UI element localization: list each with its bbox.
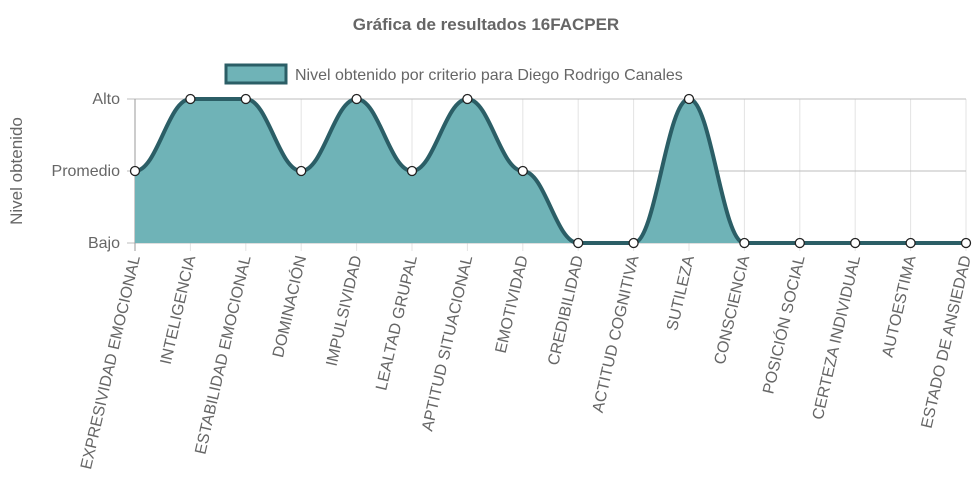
data-point[interactable]: [739, 237, 750, 249]
x-tick-label: ESTABILIDAD EMOCIONAL: [192, 254, 254, 456]
x-tick-label: CREDIBILIDAD: [545, 254, 587, 367]
data-point[interactable]: [185, 93, 196, 105]
x-tick-label: CONSCIENCIA: [712, 254, 754, 366]
chart-title: Gráfica de resultados 16FACPER: [353, 15, 619, 34]
x-tick-label: ESTADO DE ANSIEDAD: [919, 254, 972, 430]
x-tick-label: DOMINACIÓN: [268, 254, 310, 360]
x-tick-label: EMOTIVIDAD: [493, 254, 532, 355]
legend-swatch[interactable]: [224, 63, 288, 85]
x-tick-label: ACTITUD COGNITIVA: [590, 254, 643, 415]
data-point[interactable]: [517, 165, 528, 177]
area-fill: [135, 99, 966, 243]
x-tick-label: IMPULSIVIDAD: [324, 254, 366, 368]
data-point[interactable]: [462, 93, 473, 105]
legend[interactable]: Nivel obtenido por criterio para Diego R…: [224, 63, 683, 85]
x-tick-label: APTITUD SITUACIONAL: [419, 254, 476, 433]
data-point[interactable]: [351, 93, 362, 105]
data-point[interactable]: [794, 237, 805, 249]
x-tick-label: SUTILEZA: [664, 254, 698, 333]
x-tick-label: INTELIGENCIA: [158, 254, 200, 366]
data-point[interactable]: [628, 237, 639, 249]
data-point[interactable]: [406, 165, 418, 177]
data-point[interactable]: [129, 165, 141, 177]
data-point[interactable]: [296, 165, 307, 177]
data-point[interactable]: [683, 93, 695, 105]
x-tick-label: EXPRESIVIDAD EMOCIONAL: [78, 254, 144, 471]
x-tick-label: AUTOESTIMA: [880, 254, 920, 359]
y-tick-labels: Bajo Promedio Alto: [52, 91, 121, 252]
data-points[interactable]: [129, 93, 972, 249]
y-tick-label: Bajo: [88, 235, 120, 252]
data-point[interactable]: [905, 237, 916, 249]
data-point[interactable]: [960, 237, 972, 249]
data-point[interactable]: [240, 93, 251, 105]
x-tick-label: CERTEZA INDIVIDUAL: [810, 254, 864, 421]
y-tick-label: Promedio: [52, 163, 121, 180]
x-tick-label: POSICIÓN SOCIAL: [758, 254, 808, 396]
y-tick-label: Alto: [92, 91, 120, 108]
y-axis-label: Nivel obtenido: [7, 117, 26, 225]
x-tick-labels: EXPRESIVIDAD EMOCIONAL INTELIGENCIAESTABI…: [78, 254, 972, 471]
legend-label[interactable]: Nivel obtenido por criterio para Diego R…: [295, 67, 683, 84]
data-point[interactable]: [850, 237, 861, 249]
data-point[interactable]: [573, 237, 584, 249]
x-tick-label: LEALTAD GRUPAL: [373, 254, 421, 392]
